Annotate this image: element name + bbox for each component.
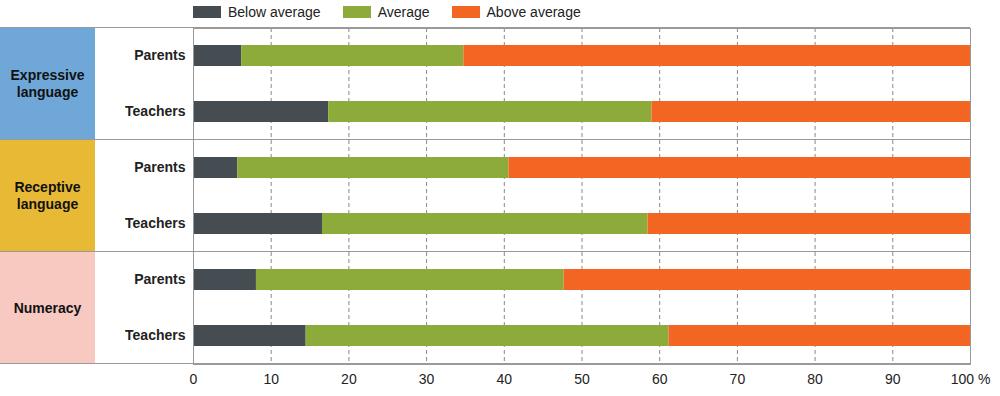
svg-text:Teachers: Teachers bbox=[125, 327, 186, 343]
svg-text:80: 80 bbox=[807, 371, 823, 387]
html-text:Below average: Below average bbox=[228, 4, 321, 20]
svg-text:Parents: Parents bbox=[134, 271, 186, 287]
svg-text:Numeracy: Numeracy bbox=[14, 300, 82, 316]
svg-text:70: 70 bbox=[730, 371, 746, 387]
svg-text:90: 90 bbox=[885, 371, 901, 387]
svg-text:Expressivelanguage: Expressivelanguage bbox=[11, 67, 85, 100]
svg-text:Receptivelanguage: Receptivelanguage bbox=[14, 179, 80, 212]
html-text:Average: Average bbox=[377, 4, 430, 20]
html-text:Above average: Above average bbox=[486, 4, 581, 20]
svg-text:0: 0 bbox=[190, 371, 198, 387]
svg-text:Teachers: Teachers bbox=[125, 215, 186, 231]
svg-text:100 %: 100 % bbox=[951, 371, 991, 387]
svg-text:50: 50 bbox=[574, 371, 590, 387]
svg-text:40: 40 bbox=[497, 371, 513, 387]
svg-text:20: 20 bbox=[341, 371, 357, 387]
svg-text:10: 10 bbox=[263, 371, 279, 387]
svg-text:Parents: Parents bbox=[134, 47, 186, 63]
svg-text:30: 30 bbox=[419, 371, 435, 387]
svg-text:Teachers: Teachers bbox=[125, 103, 186, 119]
svg-text:Parents: Parents bbox=[134, 159, 186, 175]
svg-text:60: 60 bbox=[652, 371, 668, 387]
